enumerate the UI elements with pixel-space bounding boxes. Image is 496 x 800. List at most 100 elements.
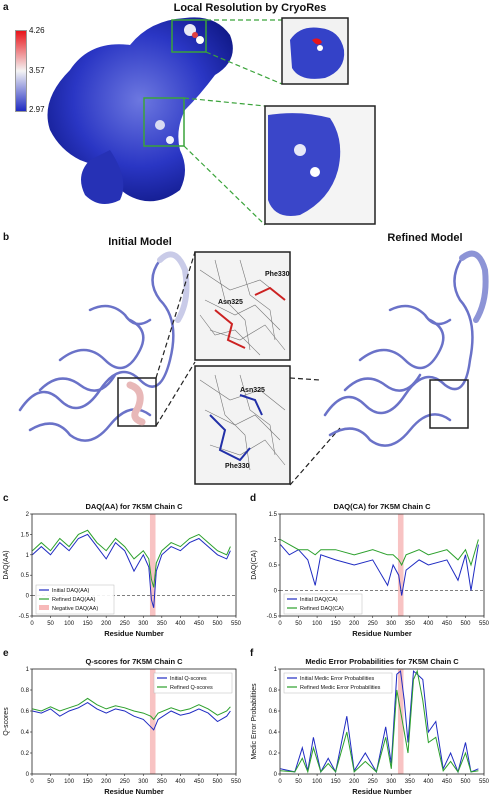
x-tick-label: 150 (83, 621, 94, 627)
x-tick-label: 450 (442, 621, 453, 627)
initial-zoom-box (117, 377, 157, 427)
series-line-0 (32, 702, 231, 731)
legend-label: Initial Q-scores (170, 676, 207, 682)
y-tick-label: -0.5 (267, 614, 278, 620)
x-tick-label: 550 (479, 621, 490, 627)
legend-label: Refined Medic Error Probabilities (300, 685, 381, 691)
x-axis-label: Residue Number (352, 787, 412, 796)
zoom-bottom-label-1: Phe330 (225, 463, 250, 470)
y-axis-label: DAQ(AA) (3, 550, 10, 579)
refined-model-label: Refined Model (387, 232, 463, 244)
y-axis-label: Q-scores (3, 707, 10, 736)
x-tick-label: 0 (30, 621, 34, 627)
x-tick-label: 350 (157, 779, 168, 785)
x-tick-label: 200 (349, 779, 360, 785)
y-axis-label: DAQ(CA) (251, 550, 258, 580)
zoom-top-label-1: Asn325 (218, 299, 243, 306)
chart-title: DAQ(CA) for 7K5M Chain C (333, 502, 431, 511)
y-tick-label: 0.5 (269, 563, 278, 569)
x-tick-label: 300 (386, 779, 397, 785)
panel-d-letter: d (250, 493, 257, 504)
refined-zoom-box (429, 379, 469, 429)
x-tick-label: 300 (138, 621, 149, 627)
x-tick-label: 200 (101, 621, 112, 627)
y-tick-label: 1 (274, 667, 278, 673)
legend-label: Refined DAQ(CA) (300, 606, 344, 612)
y-tick-label: 0.8 (269, 688, 278, 694)
x-tick-label: 150 (331, 621, 342, 627)
zoom-inset-bottom (264, 105, 376, 225)
legend-label: Initial Medic Error Probabilities (300, 676, 375, 682)
density-map (47, 17, 233, 204)
x-tick-label: 100 (64, 779, 75, 785)
colorbar-tick-low: 2.97 (29, 105, 45, 114)
x-tick-label: 450 (442, 779, 453, 785)
legend-box (283, 672, 393, 694)
x-tick-label: 500 (212, 621, 223, 627)
chart-daq-ca: DAQ(CA) for 7K5M Chain C 0 50 100 150 200 250 3… (251, 502, 490, 638)
y-tick-label: 0.2 (21, 751, 30, 757)
x-tick-label: 400 (423, 621, 434, 627)
panel-b-letter: b (3, 232, 10, 243)
panel-c-letter: c (3, 493, 9, 504)
zoom-box-small (171, 19, 207, 53)
zoom-initial-density (194, 251, 291, 361)
x-tick-label: 150 (331, 779, 342, 785)
x-tick-label: 50 (295, 621, 302, 627)
x-tick-label: 350 (405, 779, 416, 785)
plot-frame (31, 668, 237, 775)
highlight-band (397, 514, 404, 616)
x-tick-label: 450 (194, 621, 205, 627)
x-tick-label: 350 (405, 621, 416, 627)
x-tick-label: 250 (120, 621, 131, 627)
y-tick-label: -0.5 (19, 614, 30, 620)
zoom-refined-density (194, 365, 291, 485)
series-line-0 (280, 670, 479, 774)
x-tick-label: 300 (386, 621, 397, 627)
highlight-band (149, 669, 156, 774)
y-tick-label: 0 (274, 772, 278, 778)
resolution-colorbar (15, 30, 27, 112)
highlight-band (149, 514, 156, 616)
structure-illustration: Phe330 Asn325 Asn325 Phe330 (18, 250, 489, 486)
panel-a-title: Local Resolution by CryoRes (173, 2, 327, 14)
colorbar-tick-mid: 3.57 (29, 66, 45, 75)
y-tick-label: 0 (274, 589, 278, 595)
legend-box (153, 672, 233, 694)
x-tick-label: 350 (157, 621, 168, 627)
x-tick-label: 250 (120, 779, 131, 785)
x-tick-label: 550 (231, 621, 242, 627)
legend-label: Refined DAQ(AA) (52, 597, 96, 603)
zoom-bottom-label-0: Asn325 (240, 387, 265, 394)
x-tick-label: 100 (312, 779, 323, 785)
x-axis-label: Residue Number (352, 629, 412, 638)
y-tick-label: 0 (26, 594, 30, 600)
y-tick-label: 1 (274, 538, 278, 544)
x-tick-label: 400 (175, 621, 186, 627)
y-tick-label: 1 (26, 667, 30, 673)
x-axis-label: Residue Number (104, 629, 164, 638)
x-tick-label: 200 (349, 621, 360, 627)
chart-title: Q-scores for 7K5M Chain C (85, 657, 183, 666)
x-tick-label: 450 (194, 779, 205, 785)
x-axis-label: Residue Number (104, 787, 164, 796)
legend-label: Refined Q-scores (170, 685, 213, 691)
chart-title: Medic Error Probabilities for 7K5M Chain… (305, 657, 459, 666)
series-line-1 (32, 529, 231, 588)
y-tick-label: 0.6 (269, 709, 278, 715)
highlight-band (397, 669, 404, 774)
y-tick-label: 0.8 (21, 688, 30, 694)
y-tick-label: 0.5 (21, 573, 30, 579)
x-tick-label: 500 (212, 779, 223, 785)
y-tick-label: 0.4 (21, 730, 30, 736)
panel-a-letter: a (3, 2, 9, 13)
x-tick-label: 100 (312, 621, 323, 627)
legend-label: Initial DAQ(AA) (52, 588, 89, 594)
x-tick-label: 550 (231, 779, 242, 785)
chart-medic-error: Medic Error Probabilities for 7K5M Chain… (251, 657, 490, 796)
y-tick-label: 0.2 (269, 751, 278, 757)
y-tick-label: 1.5 (269, 512, 278, 518)
density-map-illustration (47, 17, 376, 226)
y-tick-label: 0.6 (21, 709, 30, 715)
